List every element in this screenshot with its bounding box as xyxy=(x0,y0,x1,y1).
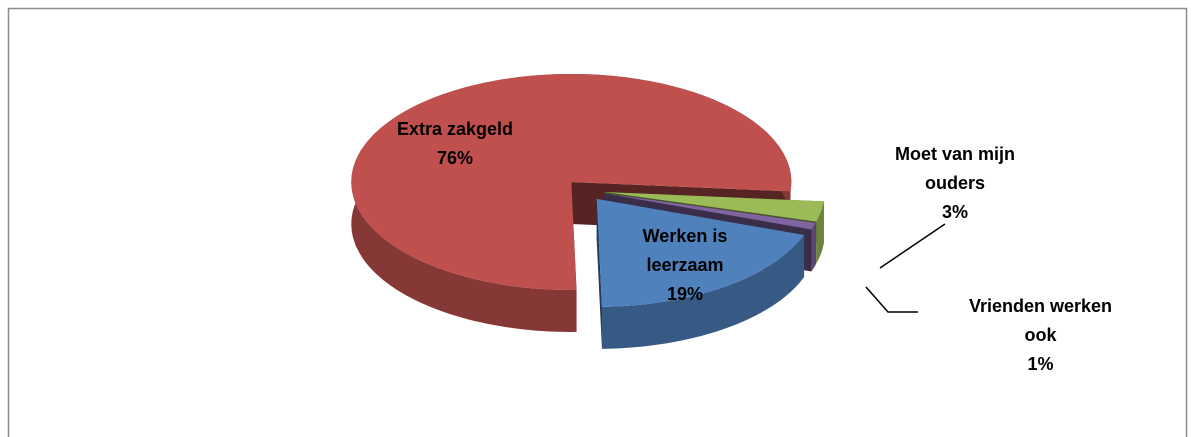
slice xyxy=(351,74,792,290)
slice xyxy=(604,193,816,230)
pie-tops xyxy=(351,74,824,307)
data-label: Vrienden werken ook 1% xyxy=(958,292,1123,379)
slice-edge xyxy=(602,235,805,349)
leader-line xyxy=(865,286,918,313)
data-label: Moet van mijn ouders 3% xyxy=(885,140,1025,227)
value-label: 19% xyxy=(666,284,704,304)
slice-edge xyxy=(811,223,816,272)
category-label: Werken is leerzaam xyxy=(642,226,728,275)
slice xyxy=(604,191,824,222)
chart-frame xyxy=(7,7,1188,437)
data-label: Werken is leerzaam 19% xyxy=(630,222,740,309)
slice xyxy=(596,198,805,307)
category-label: Extra zakgeld xyxy=(396,119,514,139)
leader-line xyxy=(879,223,946,269)
slice-wall xyxy=(596,198,602,349)
value-label: 1% xyxy=(1027,354,1054,374)
slice-edge xyxy=(816,201,824,264)
data-label: Extra zakgeld 76% xyxy=(375,115,535,173)
category-label: Moet van mijn ouders xyxy=(894,144,1015,193)
value-label: 76% xyxy=(436,148,474,168)
value-label: 3% xyxy=(941,202,968,222)
category-label: Vrienden werken ook xyxy=(968,296,1113,345)
